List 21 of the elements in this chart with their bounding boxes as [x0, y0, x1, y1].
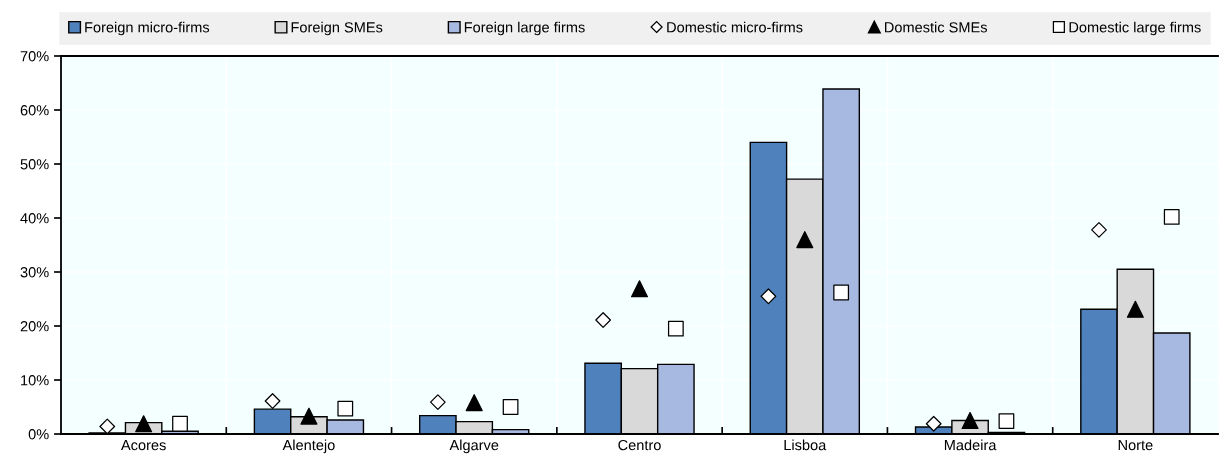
y-tick-label: 0%: [28, 429, 49, 440]
x-tick-label: Norte: [1118, 440, 1153, 451]
y-tick-label: 60%: [20, 105, 49, 116]
y-tick-label: 20%: [20, 321, 49, 332]
legend-label: Foreign large firms: [464, 21, 585, 36]
x-tick-label: Lisboa: [784, 439, 827, 451]
y-tick-label: 50%: [20, 159, 49, 170]
legend-label: Domestic large firms: [1069, 21, 1201, 36]
legend-label: Domestic SMEs: [885, 21, 988, 33]
x-tick-label: Centro: [618, 439, 661, 451]
y-tick-label: 40%: [20, 213, 49, 224]
legend-label: Foreign SMEs: [291, 21, 383, 36]
x-tick-label: Madeira: [944, 439, 997, 451]
y-tick-label: 70%: [20, 51, 49, 62]
legend-label: Foreign micro-firms: [85, 21, 210, 36]
legend-label: Domestic micro-firms: [667, 21, 803, 33]
y-tick-label: 10%: [21, 375, 49, 386]
x-tick-label: Alentejo: [282, 439, 335, 454]
y-tick-label: 30%: [20, 267, 49, 278]
x-tick-label: Algarve: [449, 439, 499, 454]
x-tick-label: Acores: [120, 440, 166, 451]
